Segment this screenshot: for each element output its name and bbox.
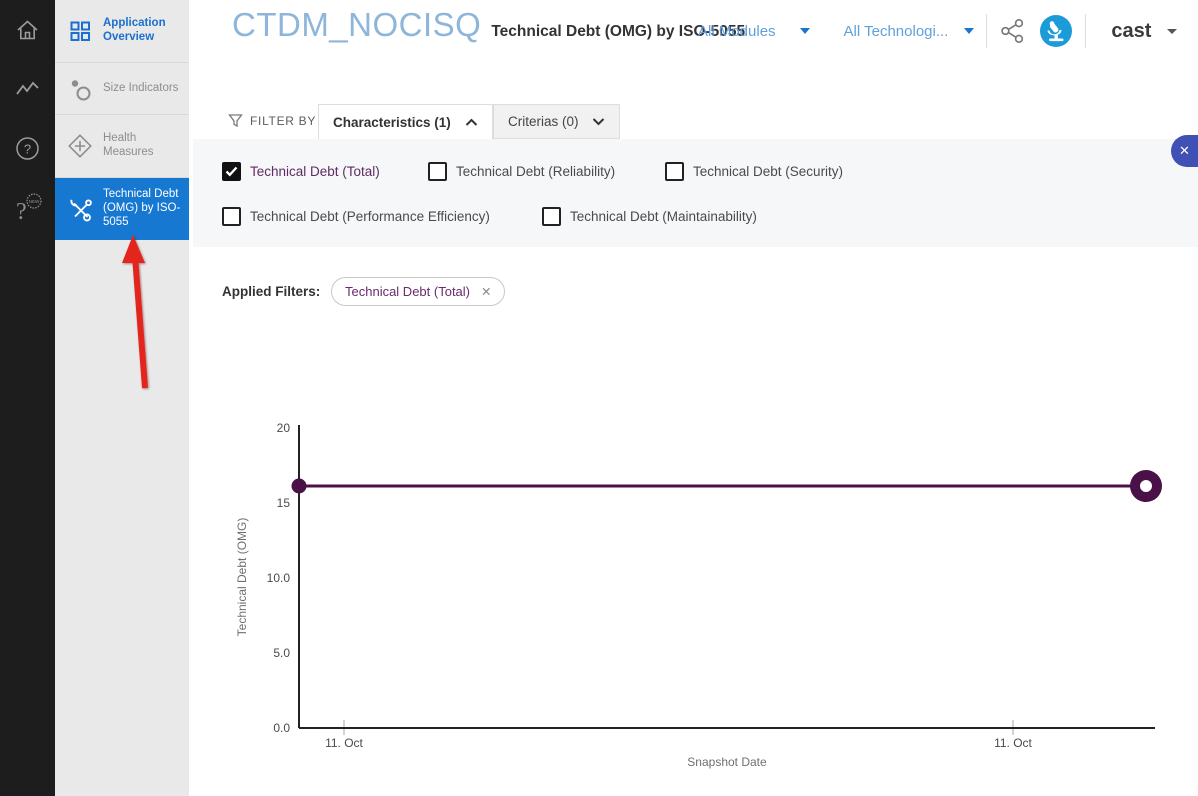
left-icon-rail: ? ? NEW: [0, 0, 55, 796]
tab-criterias[interactable]: Criterias (0): [493, 104, 620, 139]
checkbox-technical-debt-security[interactable]: Technical Debt (Security): [665, 162, 843, 181]
chevron-down-icon[interactable]: [964, 28, 975, 34]
divider: [1085, 14, 1087, 48]
unchecked-checkbox-icon[interactable]: [428, 162, 447, 181]
x-tick-label: 11. Oct: [325, 736, 363, 750]
header-controls: All Modules All Technologi... cas: [698, 12, 1178, 50]
help-icon[interactable]: ?: [0, 126, 55, 170]
help-new-icon[interactable]: ? NEW: [0, 186, 55, 230]
y-tick-label: 10.0: [267, 571, 291, 585]
tools-icon: [65, 196, 95, 223]
x-axis-title: Snapshot Date: [687, 755, 767, 769]
svg-text:?: ?: [16, 199, 27, 225]
share-icon[interactable]: [1000, 18, 1026, 44]
size-indicators-icon: [65, 76, 95, 102]
applied-filter-chip[interactable]: Technical Debt (Total) ✕: [331, 277, 506, 306]
y-tick-label: 5.0: [273, 646, 290, 660]
data-point-first-snapshot[interactable]: [291, 478, 307, 494]
close-filter-panel-button[interactable]: ✕: [1171, 135, 1198, 167]
chevron-up-icon: [465, 118, 478, 126]
modules-dropdown[interactable]: All Modules: [698, 22, 776, 40]
close-icon: ✕: [1179, 143, 1190, 158]
grid-icon: [65, 21, 95, 42]
sidebar: Application Overview Size Indicators Hea…: [55, 0, 189, 796]
funnel-icon: [228, 114, 243, 128]
activity-icon[interactable]: [0, 68, 55, 112]
checked-checkbox-icon[interactable]: [222, 162, 241, 181]
checkbox-technical-debt-reliability[interactable]: Technical Debt (Reliability): [428, 162, 615, 181]
new-badge: NEW: [28, 199, 39, 204]
x-tick-label: 11. Oct: [994, 736, 1032, 750]
checkbox-technical-debt-maintainability[interactable]: Technical Debt (Maintainability): [542, 207, 757, 226]
remove-filter-icon[interactable]: ✕: [481, 285, 492, 299]
cast-imaging-logo[interactable]: [1040, 15, 1073, 47]
chip-label: Technical Debt (Total): [345, 284, 470, 299]
sidebar-item-label: Size Indicators: [103, 81, 179, 94]
y-tick-label: 0.0: [273, 721, 290, 735]
sidebar-item-label: Health Measures: [103, 132, 154, 158]
y-axis-title: Technical Debt (OMG): [235, 518, 249, 637]
technologies-dropdown[interactable]: All Technologi...: [843, 22, 949, 40]
y-tick-label: 15: [277, 496, 291, 510]
checkbox-technical-debt-total[interactable]: Technical Debt (Total): [222, 162, 380, 181]
sidebar-item-label: Technical Debt (OMG) by ISO-5055: [103, 188, 181, 228]
user-menu[interactable]: cast: [1111, 19, 1152, 42]
filter-options-panel: Technical Debt (Total) Technical Debt (R…: [193, 139, 1198, 247]
page-title: Technical Debt (OMG) by ISO-5055: [491, 23, 746, 40]
page-header: CTDM_NOCISQ Technical Debt (OMG) by ISO-…: [232, 6, 745, 44]
filter-by-label: FILTER BY: [228, 113, 316, 128]
sidebar-item-size-indicators[interactable]: Size Indicators: [55, 63, 189, 115]
sidebar-item-label: Application Overview: [103, 17, 166, 43]
applied-filters-label: Applied Filters:: [222, 284, 321, 299]
sidebar-item-health-measures[interactable]: Health Measures: [55, 115, 189, 178]
sidebar-item-technical-debt-omg[interactable]: Technical Debt (OMG) by ISO-5055: [55, 178, 189, 240]
unchecked-checkbox-icon[interactable]: [542, 207, 561, 226]
data-point-inner-hole: [1140, 480, 1152, 492]
y-tick-label: 20: [277, 421, 291, 435]
sidebar-item-application-overview[interactable]: Application Overview: [55, 0, 189, 63]
home-icon[interactable]: [0, 8, 55, 52]
technical-debt-line-chart: 20 15 10.0 5.0 0.0 11. Oct 11. Oct Snaps…: [235, 421, 1162, 769]
chevron-down-icon[interactable]: [799, 28, 810, 34]
health-measures-icon: [65, 132, 95, 160]
checkbox-technical-debt-performance[interactable]: Technical Debt (Performance Efficiency): [222, 207, 490, 226]
chevron-down-icon: [592, 118, 605, 126]
unchecked-checkbox-icon[interactable]: [222, 207, 241, 226]
svg-text:?: ?: [24, 141, 31, 156]
application-name: CTDM_NOCISQ: [232, 6, 482, 43]
tab-characteristics[interactable]: Characteristics (1): [318, 104, 493, 139]
unchecked-checkbox-icon[interactable]: [665, 162, 684, 181]
divider: [986, 14, 988, 48]
chevron-down-icon[interactable]: [1167, 28, 1178, 34]
